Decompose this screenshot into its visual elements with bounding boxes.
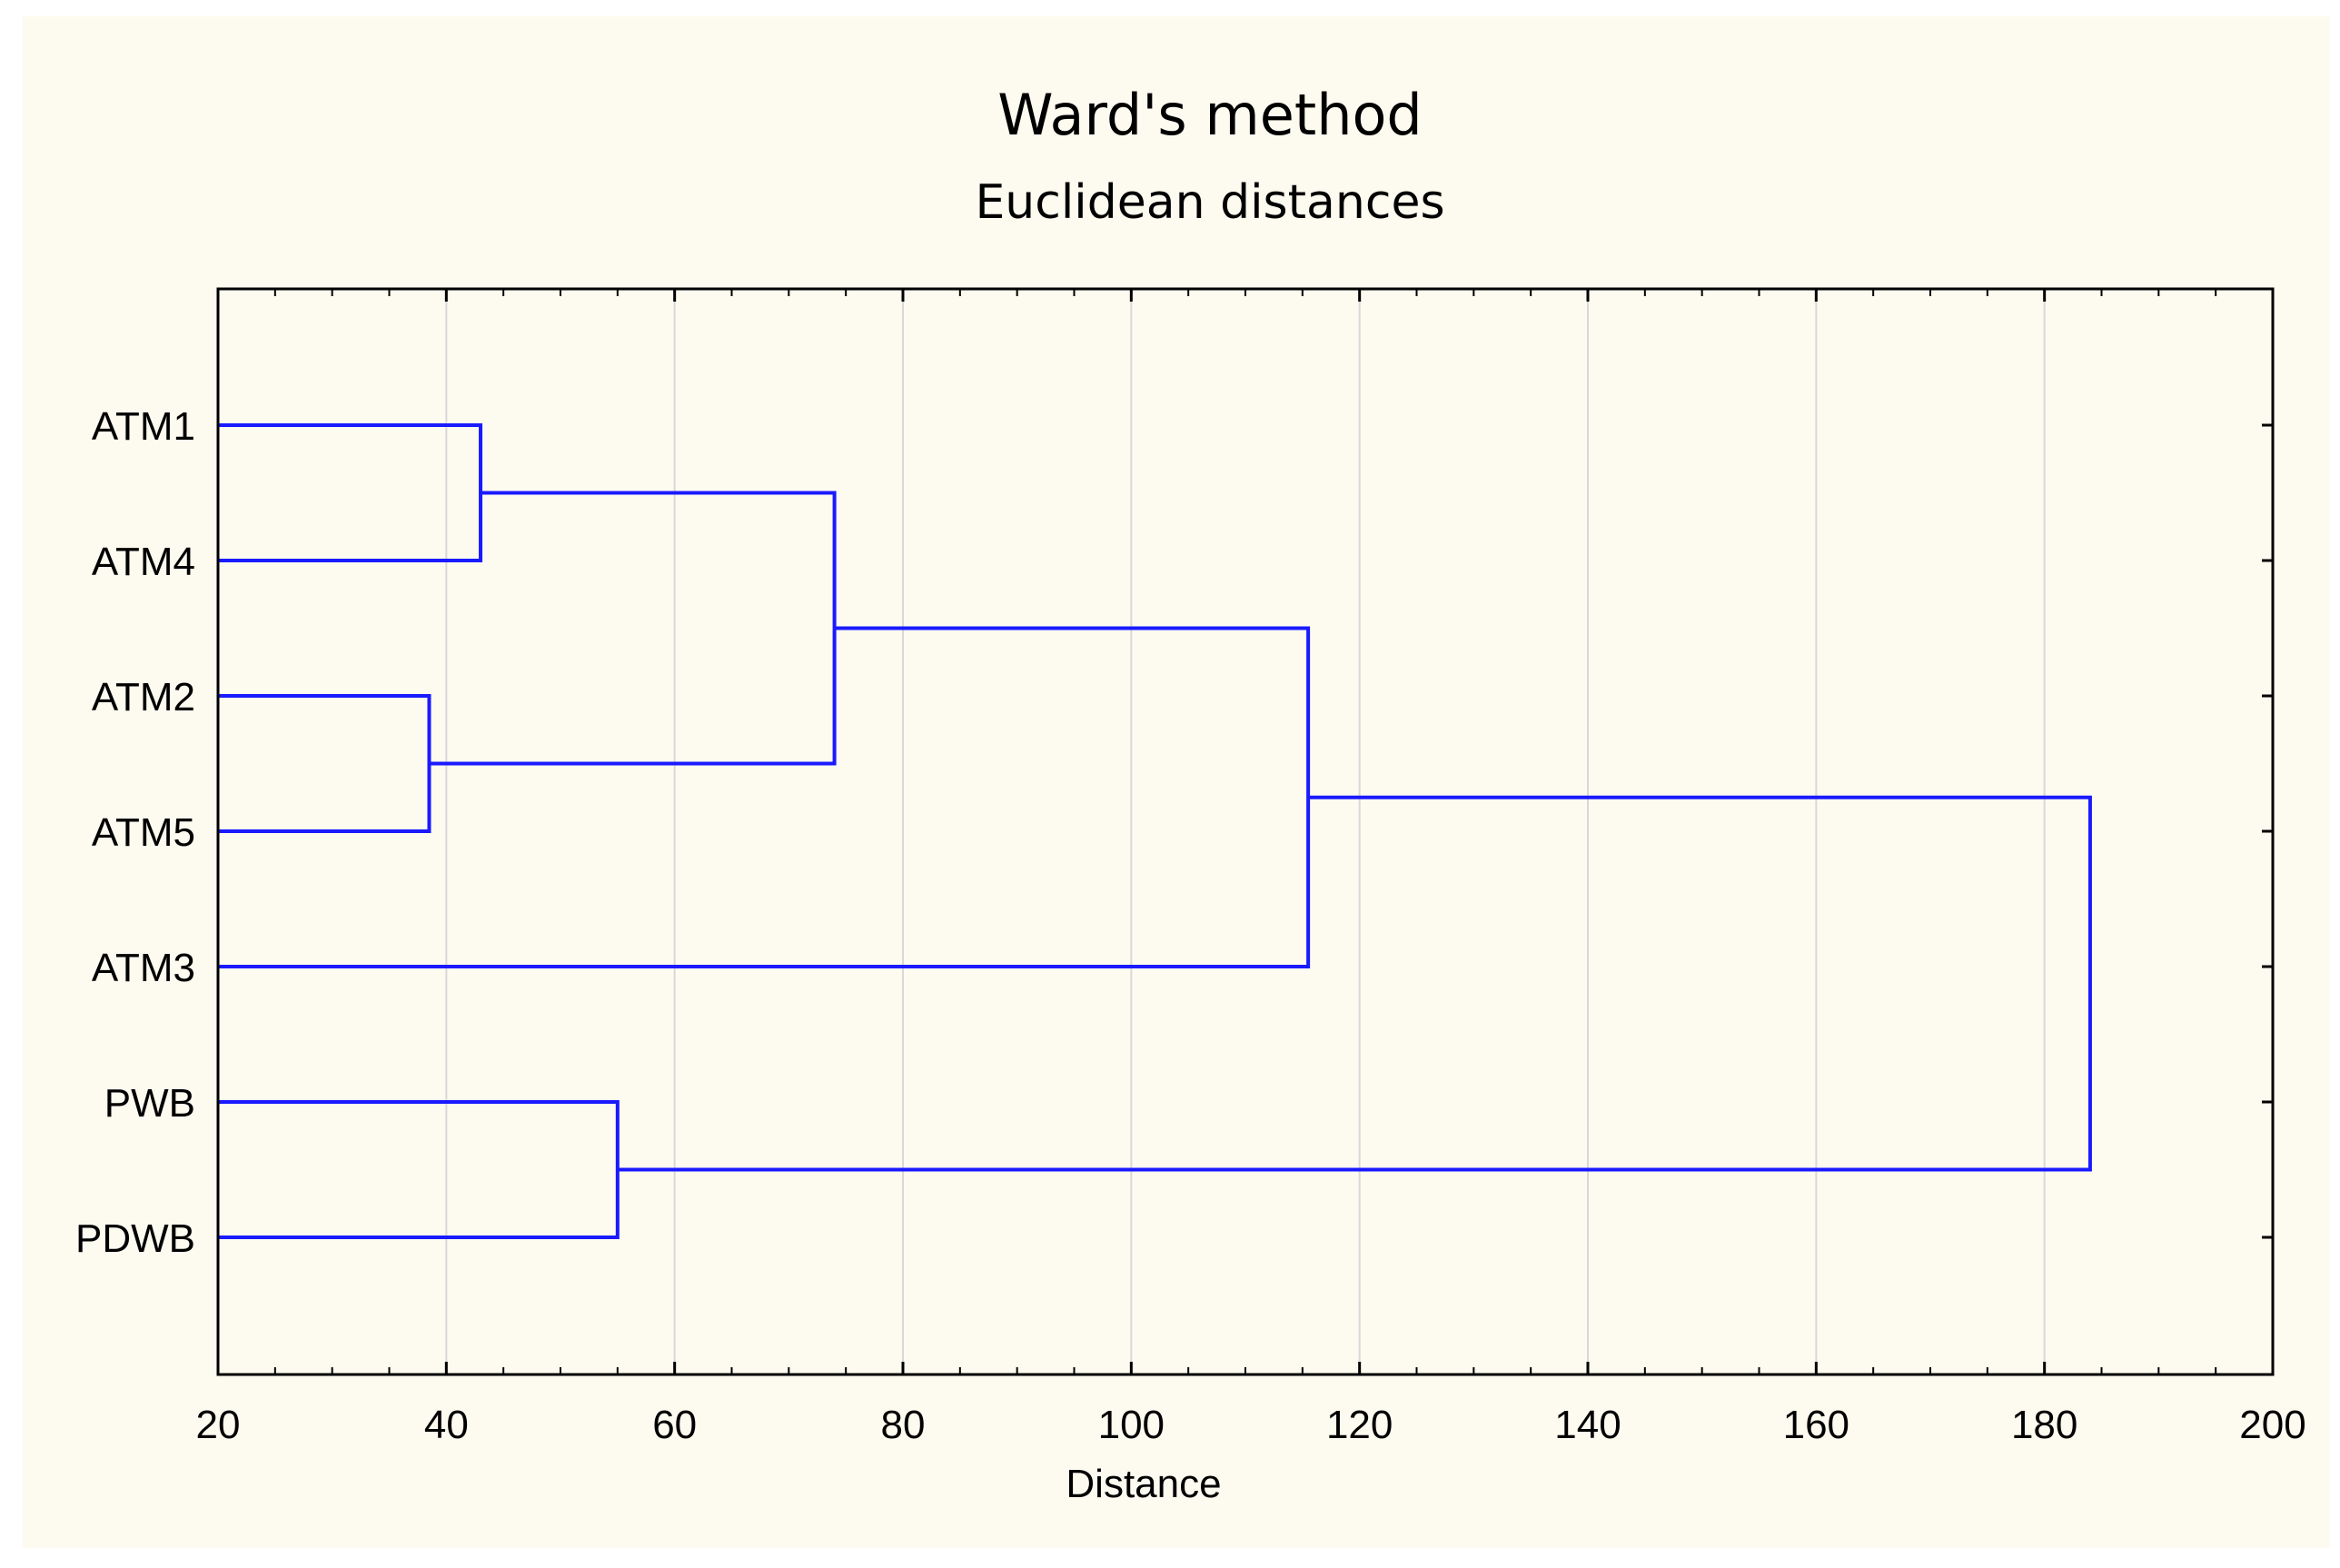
- leaf-label: ATM3: [92, 946, 195, 990]
- leaf-label: ATM2: [92, 675, 195, 719]
- dendrogram-link: [218, 626, 1311, 968]
- x-tick-label: 80: [881, 1403, 926, 1447]
- x-tick-label: 20: [196, 1403, 241, 1447]
- dendrogram-link: [218, 423, 483, 562]
- x-tick-label: 120: [1326, 1403, 1393, 1447]
- x-tick-label: 200: [2239, 1403, 2305, 1447]
- x-tick-label: 180: [2011, 1403, 2077, 1447]
- dendrogram-link: [218, 694, 431, 833]
- dendrogram-links: [218, 423, 2092, 1239]
- x-tick-label: 60: [652, 1403, 697, 1447]
- x-tick-labels: 20 40 60 80 100 120 140 160 180 200: [196, 1403, 2306, 1447]
- chart-frame: Ward's method Euclidean distances ATM1 AT…: [23, 16, 2330, 1548]
- dendrogram-link: [218, 1100, 620, 1239]
- axis-ticks: [216, 289, 2275, 1374]
- chart-subtitle: Euclidean distances: [975, 175, 1444, 230]
- x-tick-label: 160: [1783, 1403, 1849, 1447]
- leaf-label: PWB: [104, 1081, 195, 1126]
- leaf-labels: ATM1 ATM4 ATM2 ATM5 ATM3 PWB PDWB: [75, 404, 195, 1261]
- leaf-label: PDWB: [75, 1216, 195, 1261]
- chart-title: Ward's method: [997, 82, 1423, 148]
- x-axis-title: Distance: [1066, 1462, 1221, 1506]
- x-tick-label: 140: [1554, 1403, 1621, 1447]
- dendrogram-link: [617, 795, 2092, 1172]
- dendrogram-chart: Ward's method Euclidean distances ATM1AT…: [75, 82, 2306, 1506]
- x-tick-label: 100: [1098, 1403, 1165, 1447]
- leaf-label: ATM5: [92, 810, 195, 855]
- x-tick-label: 40: [424, 1403, 469, 1447]
- plot-border: [216, 287, 2275, 1376]
- leaf-label: ATM1: [92, 404, 195, 449]
- grid-lines: [445, 289, 2046, 1374]
- leaf-label: ATM4: [92, 540, 195, 584]
- dendrogram-link: [429, 491, 837, 766]
